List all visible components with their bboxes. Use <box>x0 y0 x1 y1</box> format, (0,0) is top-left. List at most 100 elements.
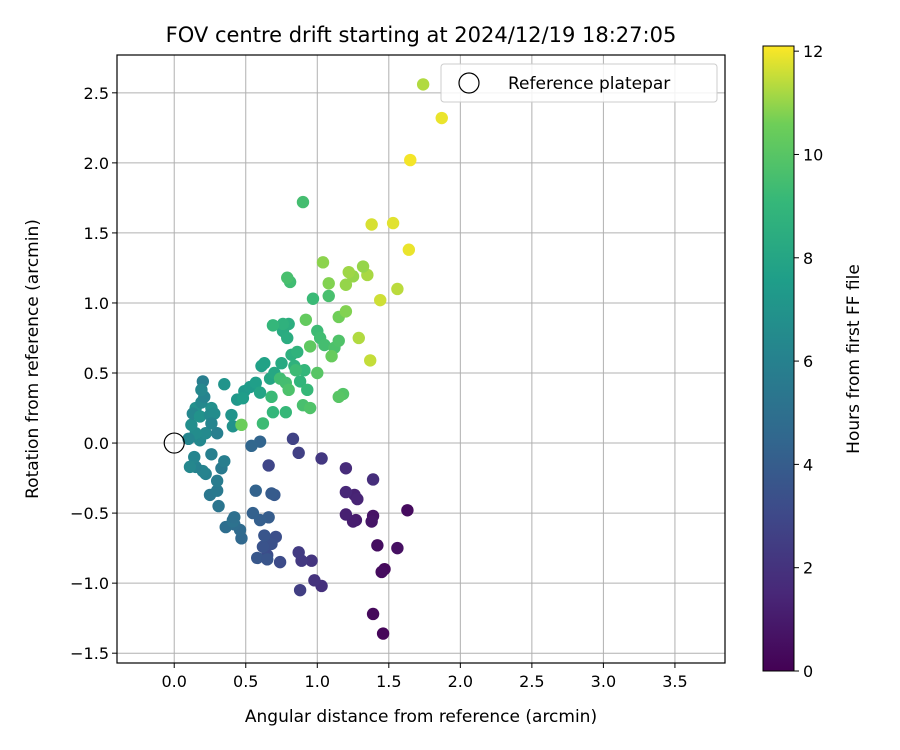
data-point <box>322 277 335 290</box>
data-point <box>356 260 370 273</box>
colorbar-tick-label: 10 <box>803 145 823 164</box>
colorbar-tick-label: 6 <box>803 352 813 371</box>
data-point <box>303 340 317 353</box>
x-tick-label: 0.5 <box>233 672 258 691</box>
data-point <box>332 334 345 347</box>
y-axis-label: Rotation from reference (arcmin) <box>23 219 43 499</box>
data-point <box>208 407 221 420</box>
data-point <box>402 243 416 256</box>
y-tick-label: −1.5 <box>70 644 109 663</box>
data-point <box>282 383 295 397</box>
data-point <box>299 313 313 326</box>
data-point <box>212 499 225 513</box>
data-point <box>286 432 300 446</box>
data-point <box>342 265 355 279</box>
colorbar-tick-label: 4 <box>803 455 813 474</box>
data-point <box>339 462 353 475</box>
colorbar-tick-label: 0 <box>803 662 813 681</box>
colorbar-gradient <box>762 45 795 672</box>
data-point <box>298 364 311 377</box>
data-point <box>374 293 387 307</box>
data-point <box>275 357 288 370</box>
x-tick-label: 1.0 <box>305 672 330 691</box>
data-point <box>365 515 378 528</box>
grid-lines <box>117 55 725 663</box>
y-tick-label: 2.0 <box>84 154 109 173</box>
data-point <box>188 450 201 464</box>
data-point <box>258 357 271 370</box>
data-point <box>261 553 274 566</box>
y-tick-label: 1.5 <box>84 224 109 243</box>
data-point <box>292 446 305 460</box>
data-point <box>265 487 278 500</box>
data-point <box>235 418 248 432</box>
x-tick-label: 0.0 <box>161 672 186 691</box>
data-point <box>311 366 324 380</box>
data-point <box>279 406 293 419</box>
plot-frame <box>116 54 726 664</box>
data-point <box>365 218 378 231</box>
data-point <box>253 386 267 399</box>
data-point <box>386 216 400 230</box>
y-tick-label: 2.5 <box>84 84 109 103</box>
data-point <box>325 349 338 363</box>
colorbar-tick-label: 12 <box>803 42 823 61</box>
data-point <box>339 485 353 499</box>
data-point <box>276 317 290 331</box>
x-tick-label: 2.5 <box>519 672 544 691</box>
chart-title: FOV centre drift starting at 2024/12/19 … <box>166 23 677 47</box>
data-point <box>308 574 321 587</box>
data-point <box>306 292 320 305</box>
colorbar-ticks: 0 2 4 6 8 10 12 <box>794 42 823 681</box>
data-point <box>249 376 262 390</box>
data-point <box>318 338 331 352</box>
data-point <box>185 418 198 432</box>
data-point <box>352 331 365 345</box>
data-point <box>210 427 224 440</box>
y-tick-label: 0.0 <box>84 434 109 453</box>
legend-label: Reference platepar <box>508 74 670 94</box>
data-point <box>228 511 241 524</box>
data-point <box>210 474 224 488</box>
data-point <box>351 492 364 506</box>
x-tick-label: 3.0 <box>591 672 616 691</box>
data-point <box>266 319 280 332</box>
data-point <box>281 331 294 345</box>
data-point <box>339 278 353 291</box>
data-point <box>371 539 384 552</box>
data-point <box>315 452 328 465</box>
x-axis-ticks: 0.0 0.5 1.0 1.5 2.0 2.5 3.0 3.5 <box>161 663 688 691</box>
data-point <box>391 282 404 296</box>
x-tick-label: 1.5 <box>376 672 401 691</box>
data-point <box>391 541 404 555</box>
data-point <box>401 504 414 517</box>
data-point <box>316 256 330 269</box>
legend: Reference platepar <box>440 63 718 103</box>
data-point <box>256 417 270 430</box>
y-tick-label: 0.5 <box>84 364 109 383</box>
data-point <box>416 78 430 91</box>
data-point <box>250 551 264 565</box>
data-point <box>193 410 207 423</box>
colorbar-label: Hours from first FF file <box>844 264 864 454</box>
data-point <box>262 459 275 472</box>
data-point <box>218 455 231 468</box>
data-point <box>303 401 317 415</box>
data-point <box>236 392 250 405</box>
data-point <box>293 375 307 388</box>
data-point <box>366 473 380 486</box>
data-point <box>245 439 258 453</box>
data-point <box>265 390 278 404</box>
data-point <box>301 383 314 397</box>
data-point <box>293 583 307 597</box>
x-tick-label: 2.0 <box>448 672 473 691</box>
data-point <box>210 484 224 497</box>
data-point <box>339 305 353 318</box>
data-point <box>305 554 318 567</box>
data-point <box>339 508 353 521</box>
data-point <box>322 289 335 303</box>
colorbar: 0 2 4 6 8 10 12 Hours from first FF file <box>762 42 864 681</box>
y-axis-ticks: −1.5 −1.0 −0.5 0.0 0.5 1.0 1.5 2.0 2.5 <box>70 84 117 663</box>
data-point <box>364 354 377 367</box>
data-point <box>289 364 303 377</box>
